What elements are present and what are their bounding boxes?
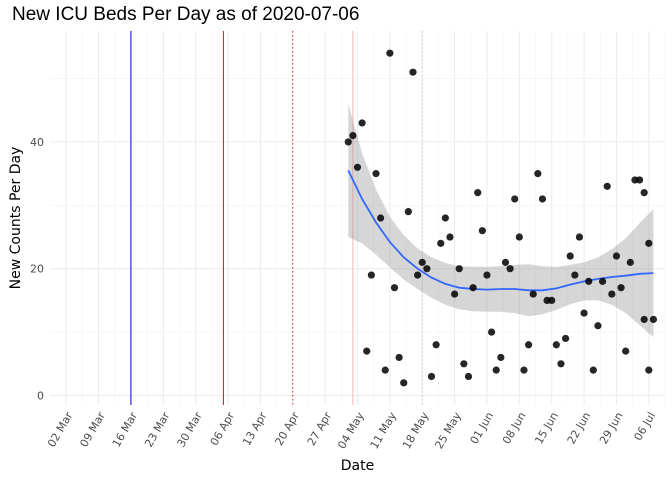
data-point bbox=[575, 233, 584, 241]
confidence-band-area bbox=[348, 103, 654, 338]
y-axis-ticks: 0 20 40 bbox=[30, 136, 44, 403]
data-point bbox=[640, 315, 648, 324]
x-tick-label: 27 Apr bbox=[305, 409, 335, 448]
data-point bbox=[404, 208, 412, 216]
x-tick-label: 23 Mar bbox=[142, 409, 173, 449]
data-point bbox=[409, 68, 417, 76]
x-axis-title: Date bbox=[341, 458, 374, 474]
data-point bbox=[529, 290, 537, 298]
x-tick-label: 04 May bbox=[335, 409, 367, 451]
data-point bbox=[427, 372, 436, 381]
data-point bbox=[612, 252, 621, 260]
x-axis-ticks: 02 Mar 09 Mar 16 Mar 23 Mar 30 Mar 06 Apr 13 A… bbox=[45, 409, 658, 451]
data-point bbox=[353, 163, 362, 171]
data-point bbox=[455, 265, 463, 273]
data-point bbox=[464, 372, 473, 381]
chart-title: New ICU Beds Per Day as of 2020-07-06 bbox=[12, 4, 360, 25]
data-point bbox=[497, 353, 505, 362]
x-tick-label: 29 Jun bbox=[597, 410, 626, 447]
data-point bbox=[538, 195, 547, 203]
data-point bbox=[358, 119, 366, 127]
data-points bbox=[344, 49, 658, 387]
data-point bbox=[451, 290, 459, 298]
data-point bbox=[645, 366, 653, 374]
data-point bbox=[594, 322, 602, 330]
data-point bbox=[372, 170, 380, 178]
data-point bbox=[441, 214, 449, 222]
y-tick-label: 20 bbox=[30, 263, 44, 276]
data-point bbox=[511, 195, 519, 203]
data-point bbox=[390, 284, 399, 292]
data-point bbox=[487, 328, 496, 336]
data-point bbox=[515, 233, 523, 241]
x-tick-label: 13 Apr bbox=[240, 409, 270, 448]
data-point bbox=[524, 341, 533, 349]
x-tick-label: 25 May bbox=[432, 409, 464, 451]
data-point bbox=[603, 182, 611, 190]
x-tick-label: 15 Jun bbox=[532, 410, 561, 447]
x-tick-label: 02 Mar bbox=[45, 409, 76, 449]
data-point bbox=[598, 277, 607, 285]
data-point bbox=[561, 334, 570, 343]
data-point bbox=[548, 296, 556, 305]
data-point bbox=[552, 341, 560, 349]
y-tick-label: 40 bbox=[30, 136, 44, 149]
data-point bbox=[377, 214, 385, 222]
x-tick-label: 06 Jul bbox=[631, 410, 658, 443]
x-tick-label: 08 Jun bbox=[500, 410, 529, 447]
data-point bbox=[349, 131, 357, 140]
reference-lines bbox=[130, 31, 423, 405]
data-point bbox=[437, 239, 445, 247]
data-point bbox=[585, 277, 593, 285]
data-point bbox=[432, 341, 440, 349]
data-point bbox=[381, 366, 389, 374]
data-point bbox=[386, 49, 394, 57]
data-point bbox=[400, 379, 408, 387]
data-point bbox=[635, 176, 644, 184]
data-point bbox=[363, 347, 371, 355]
data-point bbox=[395, 353, 403, 362]
data-point bbox=[506, 265, 514, 273]
y-tick-label: 0 bbox=[37, 389, 44, 402]
data-point bbox=[446, 233, 454, 241]
data-point bbox=[626, 258, 634, 266]
data-point bbox=[580, 309, 588, 317]
data-point bbox=[589, 366, 597, 374]
data-point bbox=[645, 239, 653, 247]
data-point bbox=[566, 252, 574, 260]
data-point bbox=[492, 366, 500, 374]
x-tick-label: 20 Apr bbox=[273, 409, 303, 448]
data-point bbox=[608, 290, 616, 298]
x-tick-label: 09 Mar bbox=[77, 409, 108, 449]
data-point bbox=[423, 265, 431, 273]
x-tick-label: 18 May bbox=[400, 409, 432, 451]
data-point bbox=[460, 360, 468, 368]
data-point bbox=[617, 284, 625, 292]
data-point bbox=[534, 170, 542, 178]
data-point bbox=[649, 315, 658, 324]
data-point bbox=[469, 284, 477, 292]
x-tick-label: 30 Mar bbox=[175, 409, 206, 449]
data-point bbox=[483, 271, 491, 279]
data-point bbox=[367, 271, 375, 279]
x-tick-label: 11 May bbox=[368, 409, 400, 451]
y-axis-title: New Counts Per Day bbox=[8, 147, 24, 290]
data-point bbox=[414, 271, 422, 279]
x-tick-label: 16 Mar bbox=[110, 409, 141, 449]
data-point bbox=[418, 258, 426, 266]
data-point bbox=[557, 360, 565, 368]
data-point bbox=[501, 258, 510, 266]
data-point bbox=[640, 189, 648, 197]
data-point bbox=[344, 138, 352, 146]
data-point bbox=[571, 271, 579, 279]
x-tick-label: 22 Jun bbox=[565, 410, 594, 447]
x-tick-label: 06 Apr bbox=[208, 409, 238, 448]
data-point bbox=[520, 366, 528, 374]
data-point bbox=[478, 227, 486, 235]
data-point bbox=[474, 189, 482, 197]
data-point bbox=[622, 347, 630, 355]
confidence-band bbox=[348, 103, 654, 338]
x-tick-label: 01 Jun bbox=[468, 410, 497, 447]
